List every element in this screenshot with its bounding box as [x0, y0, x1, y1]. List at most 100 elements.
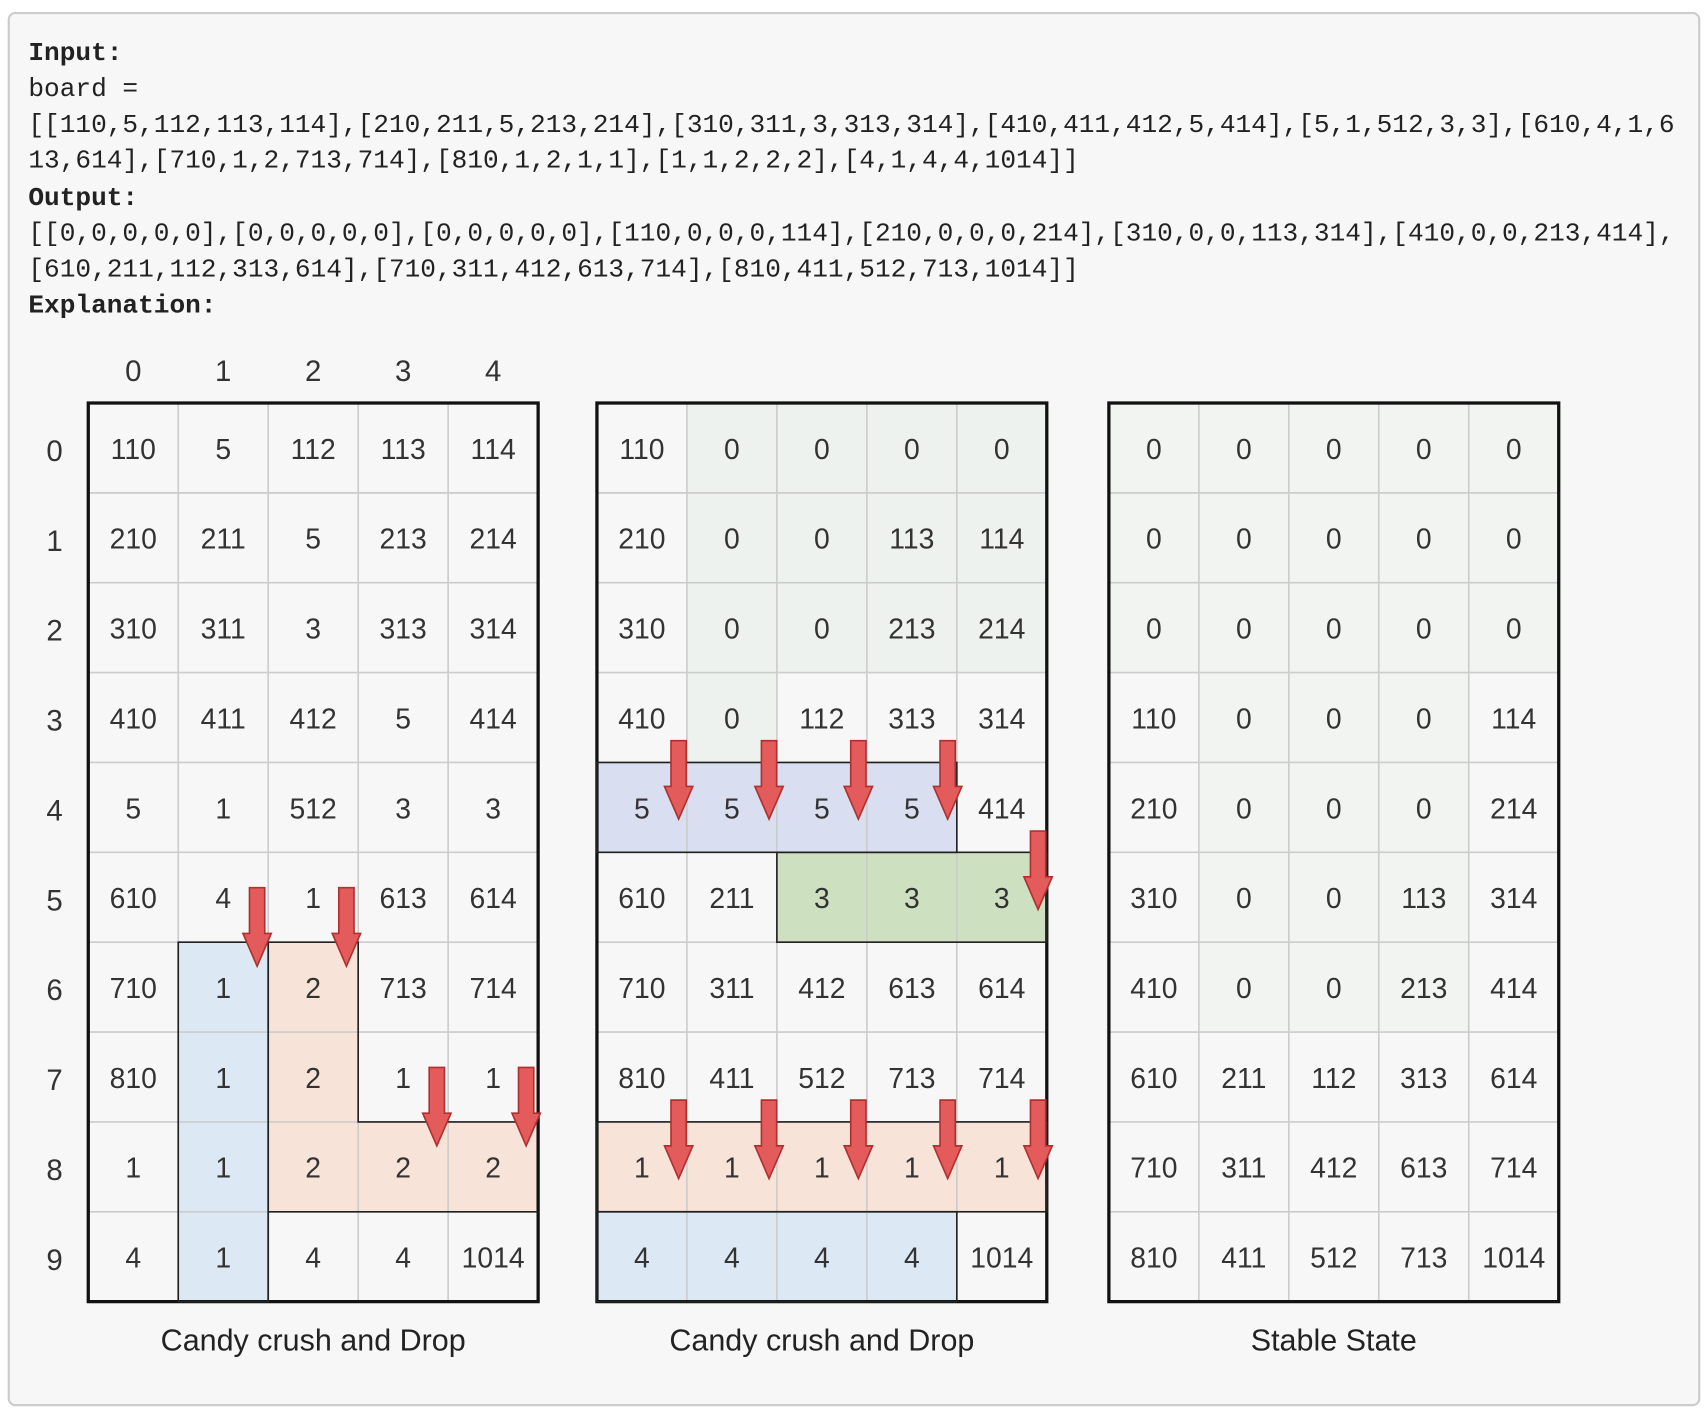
cell-value: 713: [380, 973, 427, 1005]
cell-value: 810: [1130, 1243, 1177, 1275]
cell-value: 3: [305, 614, 321, 646]
cell-value: 412: [1310, 1153, 1357, 1185]
grid-caption: Stable State: [1251, 1324, 1417, 1358]
cell-value: 110: [1131, 703, 1176, 735]
cell-value: 1: [215, 1153, 231, 1185]
cell-value: 0: [1236, 703, 1252, 735]
cell-value: 4: [724, 1243, 740, 1275]
arrow: [241, 886, 273, 969]
cell-value: 3: [994, 883, 1010, 915]
cell-value: 313: [380, 614, 427, 646]
cell-value: 414: [470, 703, 517, 735]
cell-value: 313: [1400, 1063, 1447, 1095]
arrow: [510, 1066, 542, 1148]
highlight-outline: [267, 941, 539, 1302]
cell-value: 0: [1146, 614, 1162, 646]
column-header: 0: [125, 355, 141, 388]
cell-value: 1: [485, 1063, 501, 1095]
row-header: 4: [46, 794, 62, 827]
cell-value: 810: [618, 1063, 665, 1095]
cell-value: 0: [724, 434, 740, 466]
cell-value: 613: [1400, 1153, 1447, 1185]
cell-value: 0: [1326, 614, 1342, 646]
cell-value: 0: [1326, 434, 1342, 466]
cell-value: 713: [888, 1063, 935, 1095]
cell-value: 710: [618, 973, 665, 1005]
cell-value: 112: [291, 434, 336, 466]
cell-value: 2: [485, 1153, 501, 1185]
cell-value: 0: [1236, 793, 1252, 825]
cell-value: 3: [814, 883, 830, 915]
row-header: 1: [46, 525, 62, 558]
cell-value: 512: [290, 793, 337, 825]
cell-value: 311: [709, 973, 754, 1005]
cell-value: 5: [395, 703, 411, 735]
arrow: [932, 739, 964, 822]
cell-value: 1: [904, 1153, 920, 1185]
row-header: 9: [46, 1244, 62, 1277]
row-header: 7: [46, 1064, 62, 1097]
cell-value: 0: [1236, 883, 1252, 915]
cell-value: 114: [1491, 703, 1536, 735]
cell-value: 113: [889, 524, 934, 556]
cell-value: 0: [1326, 973, 1342, 1005]
cell-value: 5: [724, 793, 740, 825]
cell-value: 610: [110, 883, 157, 915]
highlight-outline: [776, 851, 1048, 944]
board-label: board =: [28, 74, 138, 104]
cell-value: 114: [471, 434, 516, 466]
arrow: [331, 886, 362, 969]
cell-value: 710: [1130, 1153, 1177, 1185]
cell-value: 0: [1506, 434, 1522, 466]
highlight-orange: [268, 942, 539, 1212]
cell-value: 412: [798, 973, 845, 1005]
cell-value: 5: [904, 793, 920, 825]
row-header: 8: [46, 1154, 62, 1187]
cell-value: 0: [724, 703, 740, 735]
cell-value: 710: [110, 973, 157, 1005]
cell-value: 614: [1490, 1063, 1537, 1095]
cell-value: 313: [888, 703, 935, 735]
input-line: [[110,5,112,113,114],[210,211,5,213,214]…: [28, 110, 1674, 140]
output-line: [[0,0,0,0,0],[0,0,0,0,0],[0,0,0,0,0],[11…: [28, 219, 1674, 249]
cell-value: 5: [305, 524, 321, 556]
cell-value: 0: [1146, 434, 1162, 466]
cell-value: 0: [1236, 524, 1252, 556]
cell-value: 613: [380, 883, 427, 915]
cell-value: 610: [1130, 1063, 1177, 1095]
faded-area: [1108, 403, 1559, 673]
cell-value: 2: [305, 1063, 321, 1095]
arrow: [1022, 830, 1054, 912]
cell-value: 314: [1490, 883, 1537, 915]
cell-value: 1: [395, 1063, 411, 1095]
cell-value: 714: [1490, 1153, 1537, 1185]
cell-value: 0: [1146, 524, 1162, 556]
cell-value: 714: [978, 1063, 1025, 1095]
cell-value: 0: [1416, 524, 1432, 556]
cell-value: 1014: [970, 1243, 1033, 1275]
cell-value: 410: [1130, 973, 1177, 1005]
cell-value: 4: [215, 883, 231, 915]
cell-value: 1: [305, 883, 321, 915]
cell-value: 0: [724, 614, 740, 646]
cell-value: 1014: [1482, 1243, 1545, 1275]
cell-value: 411: [201, 703, 246, 735]
cell-value: 0: [1326, 883, 1342, 915]
cell-value: 1: [215, 793, 231, 825]
cell-value: 4: [904, 1243, 920, 1275]
cell-value: 0: [1416, 703, 1432, 735]
cell-value: 414: [978, 793, 1025, 825]
cell-value: 113: [1401, 883, 1446, 915]
input-label: Input:: [28, 38, 122, 68]
cell-value: 3: [395, 793, 411, 825]
cell-value: 412: [290, 703, 337, 735]
cell-value: 1: [994, 1153, 1010, 1185]
cell-value: 0: [1236, 434, 1252, 466]
cell-value: 5: [215, 434, 231, 466]
cell-value: 410: [110, 703, 157, 735]
cell-value: 0: [814, 524, 830, 556]
cell-value: 1: [634, 1153, 650, 1185]
cell-value: 2: [305, 1153, 321, 1185]
cell-value: 110: [111, 434, 156, 466]
